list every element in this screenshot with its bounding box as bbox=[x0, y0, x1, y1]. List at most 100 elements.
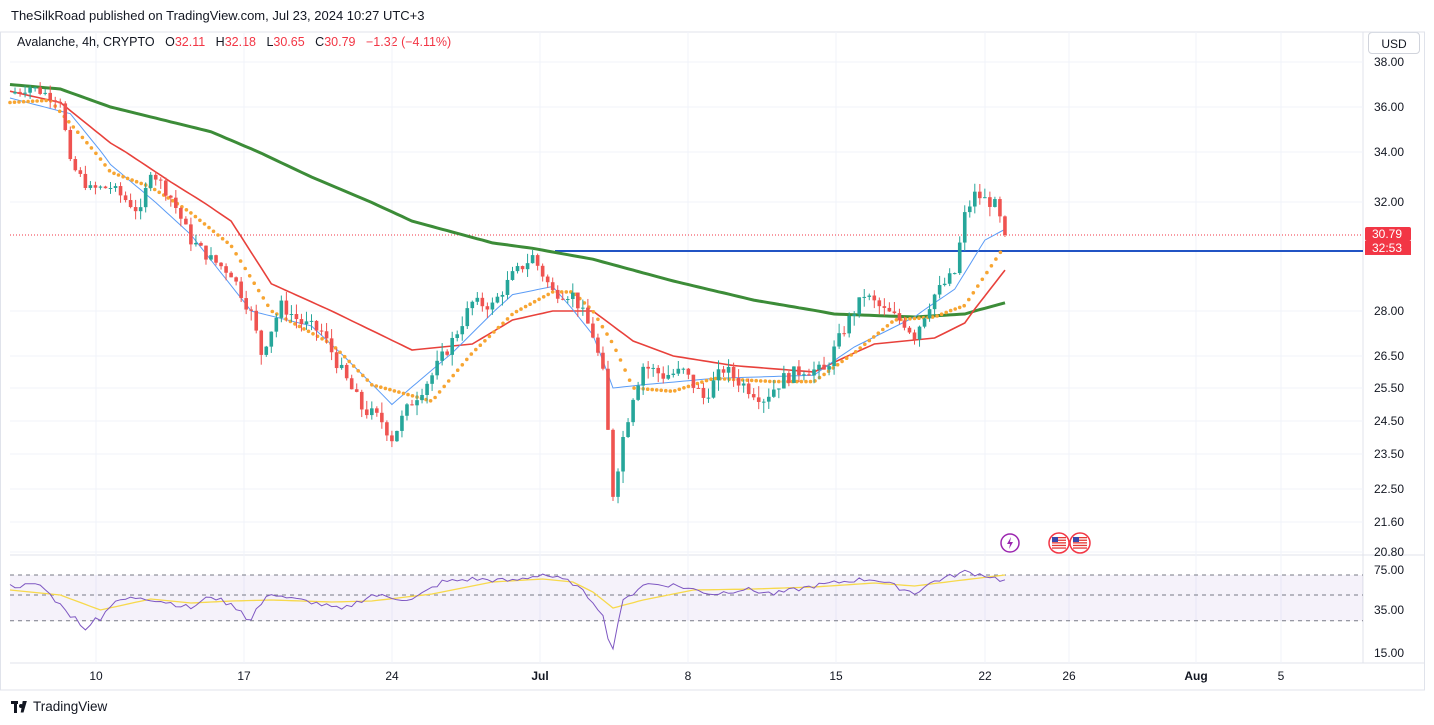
candle-body bbox=[937, 285, 942, 295]
candle-body bbox=[48, 92, 52, 101]
us-flag-icon[interactable] bbox=[1069, 532, 1091, 554]
sma-orange-dot bbox=[478, 343, 483, 348]
candle-body bbox=[726, 366, 731, 373]
open-key: O bbox=[165, 35, 175, 49]
footer-brand[interactable]: TradingView bbox=[33, 699, 108, 714]
sma-orange-dot bbox=[216, 233, 220, 237]
x-tick-label: 26 bbox=[1062, 669, 1076, 683]
candle-body bbox=[460, 326, 465, 335]
candle-body bbox=[274, 317, 279, 332]
sma-orange-dot bbox=[256, 288, 261, 293]
candle-body bbox=[837, 333, 841, 347]
countdown-text: 32:53 bbox=[1372, 241, 1402, 255]
open-value: 32.11 bbox=[174, 35, 206, 49]
candle-body bbox=[827, 366, 831, 370]
high-value: 32.18 bbox=[224, 35, 256, 49]
us-flag-icon[interactable] bbox=[1048, 532, 1070, 554]
candle-body bbox=[430, 375, 434, 384]
candle-body bbox=[43, 92, 47, 94]
candle-body bbox=[676, 368, 681, 374]
candle-body bbox=[967, 206, 972, 213]
sma-orange-dot bbox=[700, 380, 704, 384]
candle-body bbox=[927, 309, 932, 319]
sma-orange-dot bbox=[98, 157, 103, 161]
rsi-line bbox=[9, 569, 1006, 651]
candle-body bbox=[907, 327, 912, 333]
candle-body bbox=[736, 378, 741, 386]
candle-body bbox=[440, 351, 444, 361]
candle-body bbox=[158, 179, 163, 181]
candle-body bbox=[495, 296, 500, 303]
candle-body bbox=[957, 242, 962, 274]
candle-body bbox=[490, 302, 495, 310]
candle-body bbox=[485, 306, 490, 310]
candle-body bbox=[93, 185, 98, 188]
symbol-name[interactable]: Avalanche, 4h, CRYPTO bbox=[17, 35, 155, 49]
y-tick-label: 22.50 bbox=[1374, 482, 1404, 496]
sma-orange-dot bbox=[894, 318, 899, 322]
sma-orange-dot bbox=[908, 317, 912, 321]
sma-orange-dot bbox=[967, 297, 971, 302]
sma-orange-dot bbox=[844, 356, 849, 361]
lightning-bolt bbox=[1007, 537, 1013, 549]
sma-orange-dot bbox=[528, 302, 532, 307]
candle-body bbox=[78, 170, 83, 174]
sma-orange-dot bbox=[302, 327, 306, 331]
sma-orange-dot bbox=[957, 305, 962, 310]
candle-body bbox=[375, 408, 379, 413]
sma-orange-dot bbox=[872, 335, 876, 339]
sma-orange-dot bbox=[139, 181, 143, 186]
candle-body bbox=[872, 295, 877, 301]
sma-orange-dot bbox=[365, 378, 370, 382]
candle-body bbox=[978, 191, 982, 199]
candle-body bbox=[214, 255, 218, 263]
sma-orange-dot bbox=[935, 314, 939, 318]
candle-body bbox=[520, 266, 525, 270]
candle-body bbox=[344, 364, 349, 379]
candle-body bbox=[465, 308, 470, 327]
sma-orange-dot bbox=[632, 386, 636, 390]
sma-orange-dot bbox=[338, 350, 342, 355]
sma-orange-dot bbox=[193, 214, 198, 219]
chart-frame bbox=[0, 31, 1425, 691]
sma-orange-dot bbox=[998, 250, 1003, 255]
sma-orange-dot bbox=[948, 308, 953, 313]
candle-body bbox=[540, 265, 545, 277]
sma-orange-dot bbox=[550, 290, 555, 294]
candle-body bbox=[922, 318, 927, 327]
candle-body bbox=[510, 271, 515, 280]
sma-orange-dot bbox=[496, 325, 501, 330]
sma-orange-dot bbox=[849, 353, 853, 357]
sma-orange-dot bbox=[12, 100, 17, 104]
low-key: L bbox=[266, 35, 274, 49]
sma-orange-dot bbox=[804, 379, 808, 384]
y-tick-label: 26.50 bbox=[1374, 349, 1404, 363]
sma-orange-dot bbox=[35, 99, 39, 103]
candle-body bbox=[63, 103, 68, 131]
sma-orange-dot bbox=[980, 277, 985, 282]
rsi-pane bbox=[9, 569, 1363, 651]
candle-body bbox=[912, 332, 917, 340]
sma-orange-dot bbox=[532, 299, 537, 304]
x-tick-label: 22 bbox=[978, 669, 992, 683]
candle-body bbox=[354, 389, 359, 392]
candle-body bbox=[606, 368, 610, 430]
candle-body bbox=[349, 378, 354, 390]
sma-orange-dot bbox=[605, 332, 609, 336]
candle-body bbox=[219, 262, 223, 267]
candle-body bbox=[420, 394, 424, 401]
sma-orange-dot bbox=[225, 240, 229, 245]
sma-orange-dot bbox=[953, 307, 957, 311]
lightning-icon[interactable] bbox=[1000, 533, 1020, 553]
candle-body bbox=[299, 319, 304, 325]
flag-stripe bbox=[1073, 537, 1087, 539]
candle-body bbox=[123, 195, 128, 201]
x-tick-label: 15 bbox=[829, 669, 843, 683]
candle-body bbox=[777, 388, 781, 390]
candle-body bbox=[304, 321, 309, 325]
candle-body bbox=[626, 422, 630, 438]
sma-orange-dot bbox=[71, 125, 76, 129]
sma-orange-dot bbox=[682, 386, 686, 390]
y-tick-label: 38.00 bbox=[1374, 55, 1404, 69]
